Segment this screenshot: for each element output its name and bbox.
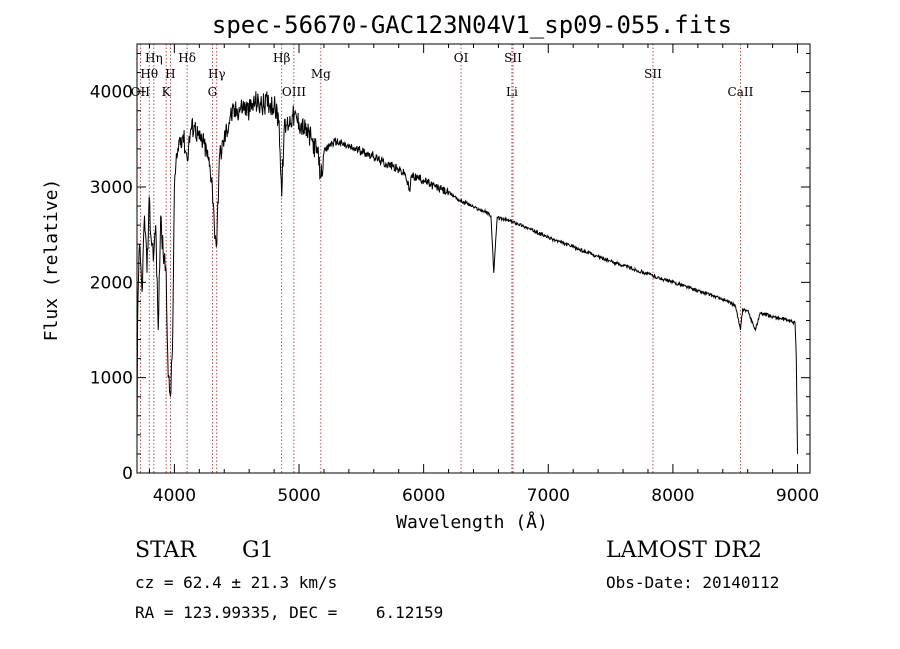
x-tick-label-2: 6000 <box>402 486 445 506</box>
plot-frame <box>136 43 811 474</box>
marker-label-12: G <box>208 85 218 99</box>
marker-label-14: Li <box>506 85 518 99</box>
y-tick-label-3: 3000 <box>90 178 133 198</box>
x-axis-ticks: 4000 5000 6000 7000 8000 9000 <box>148 44 819 506</box>
marker-label-8: SII <box>504 51 522 65</box>
marker-label-9: SII <box>644 67 662 81</box>
redshift-velocity: cz = 62.4 ± 21.3 km/s <box>135 573 338 592</box>
observation-date: Obs-Date: 20140112 <box>606 573 780 592</box>
marker-label-3: Hδ <box>178 51 196 65</box>
marker-label-2: H <box>165 67 175 81</box>
marker-label-11: K <box>162 85 172 99</box>
marker-label-13: OIII <box>282 85 306 99</box>
y-tick-label-0: 0 <box>122 464 133 484</box>
marker-label-1: Hθ <box>140 67 158 81</box>
spectrum-line <box>136 91 798 454</box>
marker-label-5: Hβ <box>273 51 290 65</box>
x-tick-label-1: 5000 <box>277 486 320 506</box>
marker-label-4: Hγ <box>208 67 226 81</box>
object-class: STAR <box>135 538 196 563</box>
y-tick-label-2: 2000 <box>90 273 133 293</box>
spectral-marker-lines <box>139 44 741 473</box>
y-tick-label-1: 1000 <box>90 369 133 389</box>
marker-label-7: OI <box>454 51 469 65</box>
marker-label-15: CaII <box>728 85 754 99</box>
object-subclass: G1 <box>242 538 274 563</box>
y-axis-label: Flux (relative) <box>41 179 62 342</box>
marker-label-6: Mg <box>311 67 331 81</box>
x-tick-label-0: 4000 <box>153 486 196 506</box>
survey-name: LAMOST DR2 <box>606 538 762 563</box>
x-tick-label-5: 9000 <box>776 486 819 506</box>
marker-label-0: Hη <box>145 51 163 65</box>
x-tick-label-4: 8000 <box>651 486 694 506</box>
y-axis-ticks: 0 1000 2000 3000 4000 <box>90 53 810 484</box>
coordinates: RA = 123.99335, DEC = 6.12159 <box>135 603 444 622</box>
y-tick-label-4: 4000 <box>90 83 133 103</box>
x-axis-label: Wavelength (Å) <box>396 511 548 533</box>
chart-title: spec-56670-GAC123N04V1_sp09-055.fits <box>212 11 732 39</box>
x-tick-label-3: 7000 <box>527 486 570 506</box>
